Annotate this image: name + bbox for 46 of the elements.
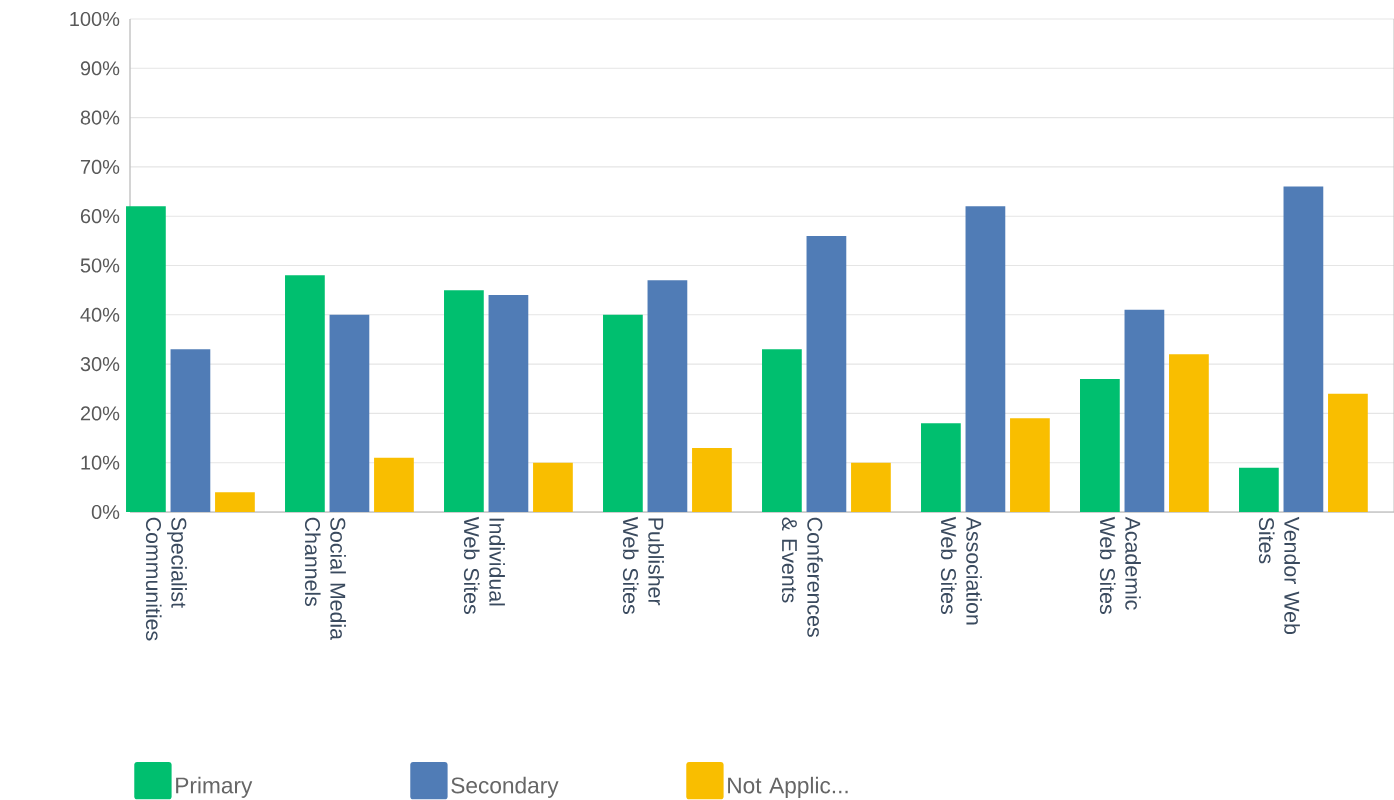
y-tick-label: 50% xyxy=(80,258,120,273)
y-tick-label: 40% xyxy=(80,307,120,322)
x-tick-label: Individual Web Sites xyxy=(463,516,505,614)
bar xyxy=(444,290,484,512)
y-tick-label: 70% xyxy=(80,159,120,174)
bar xyxy=(647,280,688,512)
bar xyxy=(170,349,211,512)
x-tick-label: Academic Web Sites xyxy=(1099,516,1141,614)
bar xyxy=(329,314,370,512)
y-tick-label: 80% xyxy=(80,110,120,125)
bar xyxy=(1239,467,1279,512)
x-tick-label: Publisher Web Sites xyxy=(622,516,664,614)
x-tick-label: Vendor Web Sites xyxy=(1258,516,1300,635)
x-tick-label: Conferences & Events xyxy=(781,517,823,637)
y-tick-label: 20% xyxy=(80,406,120,421)
x-tick-label: Association Web Sites xyxy=(940,516,982,625)
y-tick-label: 10% xyxy=(81,455,120,470)
y-tick-label: 90% xyxy=(80,61,120,76)
bar xyxy=(285,275,325,512)
y-tick-label: 30% xyxy=(80,357,120,372)
x-tick-label: Social Media Channels xyxy=(304,517,346,640)
bar xyxy=(603,314,643,512)
bar xyxy=(374,457,414,512)
bar xyxy=(851,462,891,512)
legend-label: Not Applic... xyxy=(728,776,848,798)
bar xyxy=(488,295,529,512)
legend-label: Primary xyxy=(176,776,253,798)
bar xyxy=(762,349,802,512)
legend-label: Secondary xyxy=(451,776,559,798)
y-tick-label: 60% xyxy=(80,209,120,224)
bar xyxy=(806,235,847,512)
bar xyxy=(1169,354,1209,512)
bar xyxy=(692,447,732,512)
bar xyxy=(1328,393,1368,512)
bar xyxy=(1010,418,1050,512)
bar xyxy=(533,462,573,512)
bar xyxy=(921,423,961,512)
bar xyxy=(126,206,166,512)
bar xyxy=(215,492,255,512)
bar xyxy=(1124,309,1165,512)
y-tick-label: 0% xyxy=(91,504,120,520)
bar xyxy=(965,206,1006,512)
y-tick-label: 100% xyxy=(70,11,120,27)
x-tick-label: Specialist Communities xyxy=(145,517,187,641)
bar xyxy=(1080,378,1120,512)
bar xyxy=(1283,186,1324,512)
